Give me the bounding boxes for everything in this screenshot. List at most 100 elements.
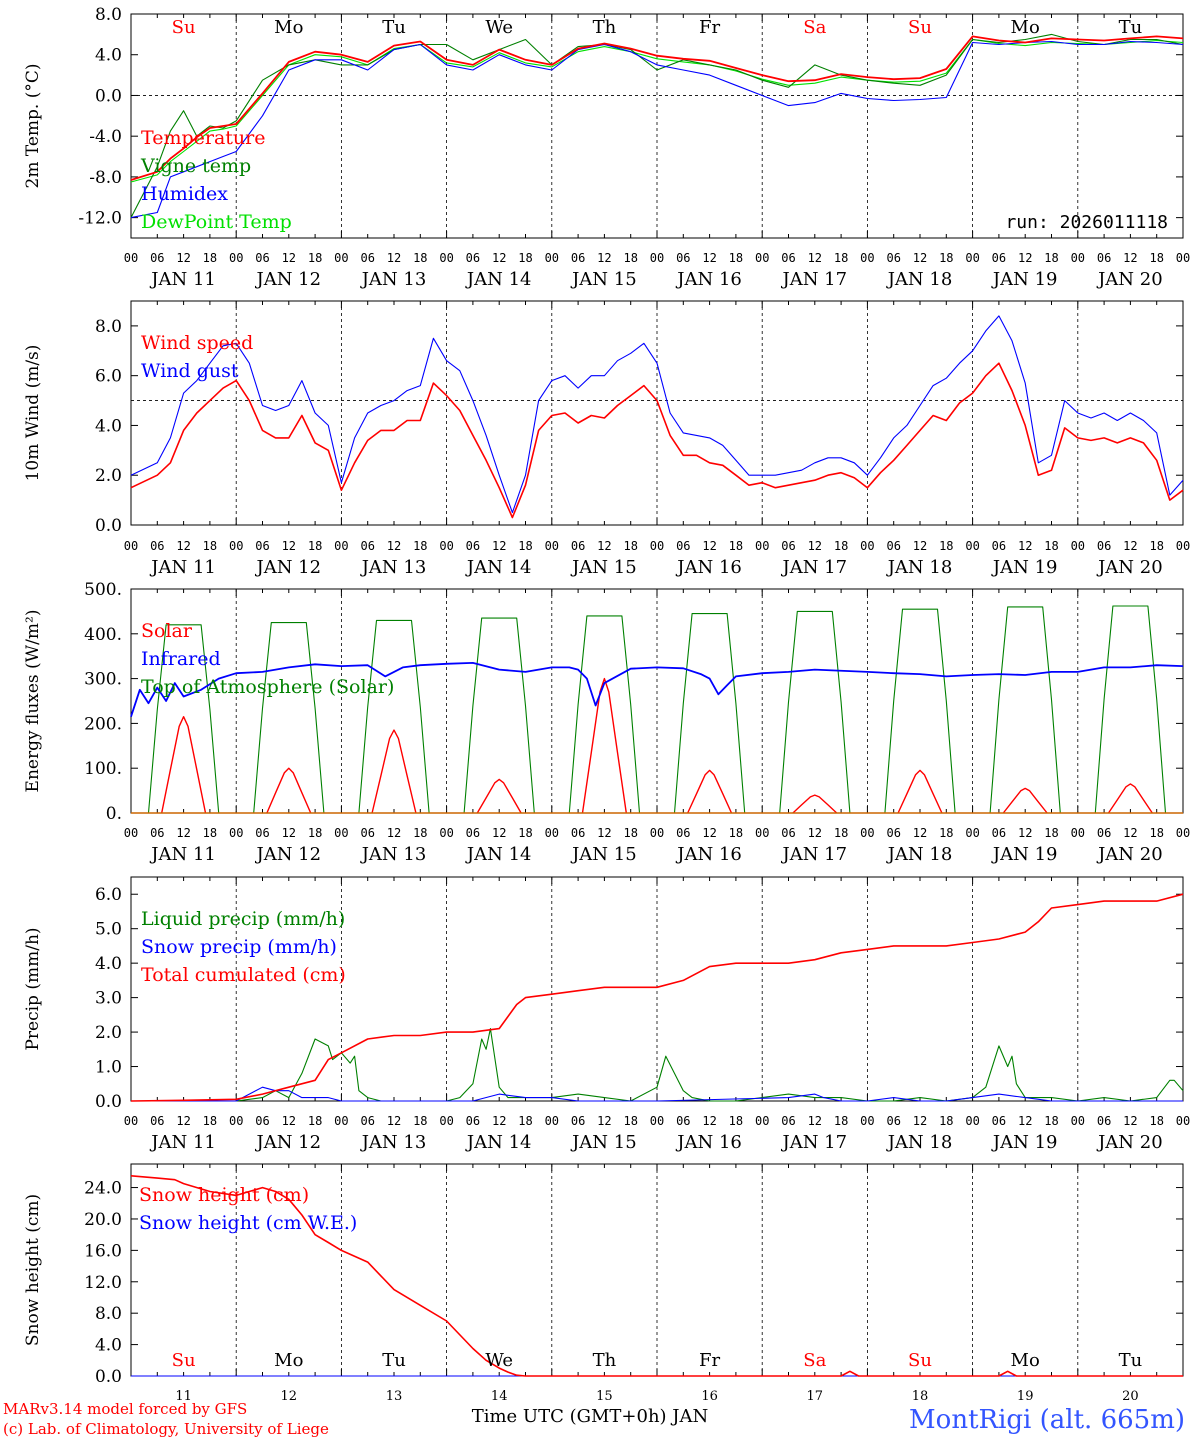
hour-tick-label: 00 <box>1071 251 1085 265</box>
hour-tick-label: 18 <box>203 251 217 265</box>
weekday-label: Th <box>593 1350 617 1371</box>
y-tick-label: 24.0 <box>84 1179 122 1199</box>
hour-tick-label: 00 <box>650 826 664 840</box>
legend-entry: Wind speed <box>141 332 253 354</box>
hour-tick-label: 00 <box>334 826 348 840</box>
weekday-label: Mo <box>274 1350 303 1371</box>
y-tick-label: 4.0 <box>95 1336 122 1356</box>
hour-tick-label: 12 <box>282 251 296 265</box>
hour-tick-label: 00 <box>755 1114 769 1128</box>
hour-tick-label: 18 <box>518 826 532 840</box>
y-tick-label: 0.0 <box>95 1367 122 1387</box>
hour-tick-label: 12 <box>176 251 190 265</box>
hour-tick-label: 18 <box>729 539 743 553</box>
hour-tick-label: 18 <box>518 539 532 553</box>
hour-tick-label: 12 <box>1018 1114 1032 1128</box>
toa-peak <box>884 608 956 814</box>
series-line-dewpoint-temp <box>130 38 1184 183</box>
hour-tick-label: 12 <box>913 826 927 840</box>
y-tick-label: 0.0 <box>95 86 122 106</box>
day-number-label: 19 <box>1017 1389 1034 1404</box>
hour-tick-label: 18 <box>1149 539 1163 553</box>
hour-tick-label: 06 <box>571 826 585 840</box>
hour-tick-label: 18 <box>413 251 427 265</box>
solar-peak <box>687 769 733 814</box>
y-axis-label: 2m Temp. (°C) <box>23 63 43 188</box>
hour-tick-label: 12 <box>1123 826 1137 840</box>
hour-tick-label: 06 <box>781 826 795 840</box>
hour-tick-label: 18 <box>729 1114 743 1128</box>
date-label: JAN 20 <box>1096 269 1163 290</box>
hour-tick-label: 00 <box>545 251 559 265</box>
weekday-label: Mo <box>1011 1350 1040 1371</box>
y-axis-label: Snow height (cm) <box>23 1194 43 1346</box>
hour-tick-label: 00 <box>650 251 664 265</box>
date-label: JAN 20 <box>1096 557 1163 578</box>
series-line-total-cumulated <box>130 893 1184 1102</box>
weekday-label: Fr <box>699 1350 720 1371</box>
hour-tick-label: 00 <box>1176 539 1190 553</box>
date-label: JAN 17 <box>781 844 848 865</box>
hour-tick-label: 12 <box>176 1114 190 1128</box>
y-tick-label: 200. <box>84 714 122 734</box>
day-number-label: 12 <box>281 1389 298 1404</box>
weekday-label: Su <box>172 1350 196 1371</box>
hour-tick-label: 00 <box>124 826 138 840</box>
hour-tick-label: 06 <box>1097 251 1111 265</box>
weekday-label: Tu <box>382 17 406 38</box>
hour-tick-label: 00 <box>124 539 138 553</box>
y-tick-label: 16.0 <box>84 1241 122 1261</box>
hour-tick-label: 00 <box>755 251 769 265</box>
weekday-label: Sa <box>803 1350 826 1371</box>
hour-tick-label: 06 <box>992 539 1006 553</box>
date-label: JAN 18 <box>886 557 953 578</box>
weekday-label: Fr <box>699 17 720 38</box>
hour-tick-label: 00 <box>965 826 979 840</box>
series-line-wind-gust <box>130 315 1184 514</box>
y-axis-label: Precip (mm/h) <box>23 927 43 1050</box>
hour-tick-label: 06 <box>255 826 269 840</box>
hour-tick-label: 18 <box>413 826 427 840</box>
legend-entry: Temperature <box>141 127 265 149</box>
hour-tick-label: 00 <box>334 251 348 265</box>
hour-tick-label: 06 <box>150 251 164 265</box>
series-line-wind-speed <box>130 362 1184 519</box>
day-number-label: 17 <box>807 1389 824 1404</box>
date-label: JAN 15 <box>570 844 637 865</box>
legend-entry: Humidex <box>141 183 228 205</box>
legend-entry: DewPoint Temp <box>141 211 292 233</box>
date-label: JAN 20 <box>1096 844 1163 865</box>
legend-entry: Liquid precip (mm/h) <box>141 908 345 930</box>
hour-tick-label: 12 <box>913 539 927 553</box>
series-line-temperature <box>130 35 1184 181</box>
legend-entry: Snow height (cm) <box>139 1184 309 1206</box>
y-tick-label: 20.0 <box>84 1210 122 1230</box>
date-label: JAN 15 <box>570 269 637 290</box>
hour-tick-label: 12 <box>282 826 296 840</box>
hour-tick-label: 06 <box>676 826 690 840</box>
date-label: JAN 14 <box>465 557 532 578</box>
hour-tick-label: 00 <box>755 826 769 840</box>
hour-tick-label: 18 <box>834 1114 848 1128</box>
hour-tick-label: 06 <box>571 251 585 265</box>
weekday-label: Tu <box>1119 17 1143 38</box>
hour-tick-label: 12 <box>597 539 611 553</box>
hour-tick-label: 18 <box>1044 1114 1058 1128</box>
hour-tick-label: 06 <box>992 251 1006 265</box>
solar-peak <box>581 677 627 814</box>
date-label: JAN 20 <box>1096 1132 1163 1153</box>
date-label: JAN 11 <box>149 269 216 290</box>
hour-tick-label: 06 <box>466 826 480 840</box>
solar-peak <box>1107 783 1153 814</box>
date-label: JAN 19 <box>991 844 1058 865</box>
y-tick-label: 500. <box>84 580 122 600</box>
hour-tick-label: 06 <box>886 1114 900 1128</box>
hour-tick-label: 18 <box>308 826 322 840</box>
panel-5: 24.0 20.0 16.0 12.0 8.0 4.0 0.0 Snow height (cm… <box>23 1163 1184 1404</box>
solar-peak <box>266 767 312 814</box>
hour-tick-label: 00 <box>545 1114 559 1128</box>
hour-tick-label: 18 <box>623 251 637 265</box>
hour-tick-label: 12 <box>1018 251 1032 265</box>
solar-peak <box>371 729 417 814</box>
weekday-label: Sa <box>803 17 826 38</box>
